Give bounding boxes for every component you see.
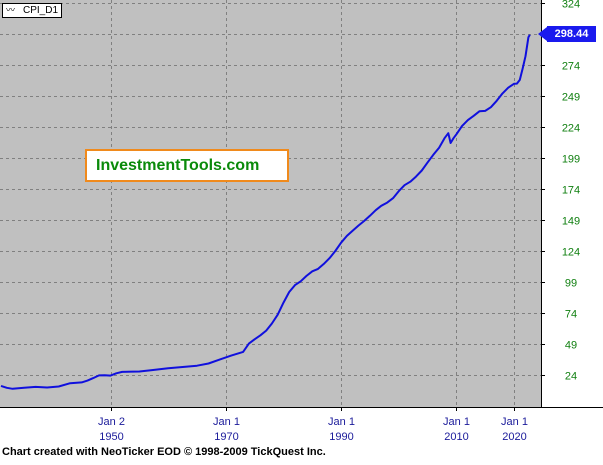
x-tick-label-bottom: 1950: [99, 431, 123, 443]
series-layer: [0, 34, 531, 390]
axis-layer: 24497499124149174199224249274299324Jan 2…: [0, 0, 603, 443]
footer-credit: Chart created with NeoTicker EOD © 1998-…: [2, 446, 326, 458]
x-tick-label-bottom: 2010: [444, 431, 468, 443]
legend: 〰 CPI_D1: [2, 3, 62, 18]
watermark-text: InvestmentTools.com: [96, 157, 260, 174]
legend-series-label: CPI_D1: [23, 5, 59, 16]
y-tick-label: 199: [562, 154, 580, 166]
y-tick-label: 324: [562, 0, 580, 11]
watermark-box: InvestmentTools.com: [85, 149, 289, 182]
x-tick-label-top: Jan 1: [328, 416, 355, 428]
y-tick-label: 149: [562, 216, 580, 228]
x-tick-label-top: Jan 1: [213, 416, 240, 428]
x-tick-label-bottom: 2020: [502, 431, 526, 443]
line-chart-icon: 〰: [6, 5, 16, 15]
last-value-label: 298.44: [547, 26, 596, 42]
x-tick-label-top: Jan 1: [443, 416, 470, 428]
last-value-arrow-icon: [538, 27, 547, 41]
y-tick-label: 24: [565, 371, 577, 383]
x-tick-label-top: Jan 1: [501, 416, 528, 428]
x-tick-label-top: Jan 2: [98, 416, 125, 428]
cpi-series-line: [0, 34, 531, 390]
y-tick-label: 224: [562, 123, 580, 135]
x-tick-label-bottom: 1990: [329, 431, 353, 443]
y-tick-label: 274: [562, 61, 580, 73]
y-tick-label: 74: [565, 309, 577, 321]
plot-area: [0, 0, 541, 407]
x-tick-label-bottom: 1970: [214, 431, 238, 443]
y-tick-label: 49: [565, 340, 577, 352]
y-tick-label: 174: [562, 185, 580, 197]
y-tick-label: 124: [562, 247, 580, 259]
y-axis-strip: [541, 0, 603, 407]
y-tick-label: 249: [562, 92, 580, 104]
y-tick-label: 99: [565, 278, 577, 290]
